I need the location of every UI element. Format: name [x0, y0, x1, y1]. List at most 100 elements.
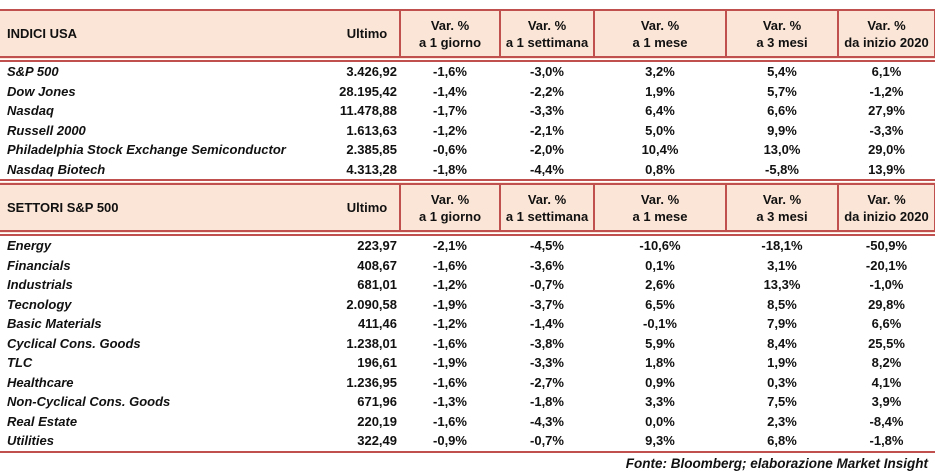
- var-value: 7,9%: [767, 316, 797, 331]
- var-value: 6,6%: [871, 316, 902, 331]
- var-value: -2,7%: [530, 374, 564, 390]
- ultimo-value: 322,49: [357, 433, 397, 448]
- var-value: 9,9%: [767, 122, 797, 138]
- table-row: S&P 500 3.426,92 -1,6% -3,0% 3,2% 5,4% 6,1%: [0, 59, 935, 82]
- var-value: -1,6%: [433, 374, 467, 390]
- table-row: Dow Jones 28.195,42 -1,4% -2,2% 1,9% 5,7% -1,2…: [0, 82, 935, 102]
- var-value: 0,3%: [767, 374, 797, 390]
- column-header-var: Var. % da inizio 2020: [837, 182, 935, 236]
- row-label: Nasdaq Biotech: [7, 161, 106, 177]
- period-label: a 1 giorno: [418, 208, 482, 224]
- var-value: 7,5%: [767, 394, 797, 409]
- var-value: -1,8%: [530, 394, 564, 409]
- table-row: TLC 196,61 -1,9% -3,3% 1,8% 1,9% 8,2%: [0, 353, 935, 373]
- var-value: 8,4%: [767, 335, 797, 351]
- var-value: -2,1%: [530, 122, 564, 138]
- var-value: 5,9%: [645, 335, 675, 351]
- row-label: Russell 2000: [7, 122, 86, 138]
- var-value: -1,9%: [433, 355, 467, 370]
- var-percent-label: Var. %: [867, 17, 906, 33]
- table-row: Non-Cyclical Cons. Goods 671,96 -1,3% -1,8%…: [0, 392, 935, 412]
- var-value: -1,3%: [433, 394, 467, 409]
- var-value: 29,0%: [868, 142, 905, 157]
- header-row: SETTORI S&P 500 Ultimo Var. % a 1 giorno Var…: [0, 182, 935, 236]
- var-percent-label: Var. %: [640, 191, 680, 207]
- var-percent-label: Var. %: [430, 191, 470, 207]
- var-value: 27,9%: [868, 103, 905, 118]
- column-header-var: Var. % a 3 mesi: [725, 10, 838, 62]
- var-value: 5,4%: [767, 64, 797, 79]
- var-percent-label: Var. %: [867, 191, 906, 207]
- column-header-var: Var. % a 1 giorno: [399, 10, 500, 62]
- var-value: -1,2%: [433, 277, 467, 292]
- var-value: -3,3%: [869, 122, 904, 138]
- ultimo-value: 681,01: [357, 277, 397, 292]
- ultimo-value: 408,67: [357, 257, 397, 273]
- row-label: Real Estate: [7, 413, 78, 429]
- var-value: -0,7%: [530, 277, 564, 292]
- table-row: Tecnology 2.090,58 -1,9% -3,7% 6,5% 8,5% 29,8%: [0, 295, 935, 315]
- var-value: 9,3%: [645, 433, 675, 448]
- var-percent-label: Var. %: [430, 17, 470, 33]
- var-value: -4,3%: [530, 413, 564, 429]
- var-value: 1,8%: [645, 355, 675, 370]
- var-value: -1,2%: [433, 316, 467, 331]
- table-title: SETTORI S&P 500: [0, 182, 335, 236]
- var-value: -3,7%: [530, 296, 564, 312]
- ultimo-value: 11.478,88: [339, 103, 397, 118]
- var-value: -1,2%: [869, 83, 904, 99]
- var-value: 13,3%: [763, 277, 801, 292]
- ultimo-value: 4.313,28: [346, 161, 397, 177]
- var-value: -1,0%: [869, 277, 904, 292]
- table-row: Industrials 681,01 -1,2% -0,7% 2,6% 13,3% -1,0…: [0, 275, 935, 295]
- ultimo-value: 223,97: [357, 238, 397, 253]
- var-percent-label: Var. %: [527, 191, 567, 207]
- row-label: Tecnology: [7, 296, 72, 312]
- ultimo-label: Ultimo: [346, 200, 388, 215]
- settori-sp500-table: SETTORI S&P 500 Ultimo Var. % a 1 giorno Var…: [0, 179, 935, 453]
- period-label: a 3 mesi: [756, 34, 808, 50]
- var-value: 13,9%: [868, 161, 905, 177]
- var-value: -0,7%: [530, 433, 564, 448]
- var-value: 2,3%: [767, 413, 797, 429]
- var-value: 3,3%: [645, 394, 675, 409]
- ultimo-value: 671,96: [357, 394, 397, 409]
- period-label: a 1 giorno: [418, 34, 482, 50]
- table-row: Russell 2000 1.613,63 -1,2% -2,1% 5,0% 9,9% -3…: [0, 121, 935, 141]
- var-value: 6,1%: [871, 64, 902, 79]
- ultimo-value: 2.385,85: [346, 142, 397, 157]
- table-title: INDICI USA: [0, 10, 335, 62]
- var-value: 1,9%: [767, 355, 797, 370]
- ultimo-value: 28.195,42: [339, 83, 397, 99]
- var-value: -3,8%: [530, 335, 564, 351]
- var-value: -0,9%: [433, 433, 467, 448]
- table-row: Basic Materials 411,46 -1,2% -1,4% -0,1% 7,9%…: [0, 314, 935, 334]
- row-label: Philadelphia Stock Exchange Semiconducto…: [7, 142, 286, 157]
- var-value: 6,4%: [645, 103, 675, 118]
- var-value: -2,2%: [530, 83, 564, 99]
- row-label: Cyclical Cons. Goods: [7, 335, 141, 351]
- var-value: -1,8%: [869, 433, 904, 448]
- column-header-var: Var. % a 3 mesi: [725, 182, 838, 236]
- row-label: Industrials: [7, 277, 73, 292]
- column-header-var: Var. % a 1 giorno: [399, 182, 500, 236]
- table-row: Philadelphia Stock Exchange Semiconducto…: [0, 140, 935, 160]
- var-value: 5,0%: [645, 122, 675, 138]
- row-label: S&P 500: [7, 64, 59, 79]
- var-value: -10,6%: [639, 238, 681, 253]
- var-value: -1,4%: [433, 83, 467, 99]
- table-row: Nasdaq Biotech 4.313,28 -1,8% -4,4% 0,8% -5,8…: [0, 160, 935, 180]
- var-value: 8,2%: [871, 355, 902, 370]
- var-value: -1,8%: [433, 161, 467, 177]
- column-header-var: Var. % da inizio 2020: [837, 10, 935, 62]
- period-label: a 1 settimana: [505, 34, 589, 50]
- var-value: -4,4%: [530, 161, 564, 177]
- column-header-var: Var. % a 1 settimana: [499, 10, 594, 62]
- column-header-var: Var. % a 1 settimana: [499, 182, 594, 236]
- var-value: -4,5%: [530, 238, 564, 253]
- table-row: Cyclical Cons. Goods 1.238,01 -1,6% -3,8% 5,…: [0, 334, 935, 354]
- var-value: -2,0%: [530, 142, 564, 157]
- var-value: 6,5%: [645, 296, 675, 312]
- column-header-ultimo: Ultimo: [335, 10, 400, 62]
- var-value: 6,6%: [767, 103, 797, 118]
